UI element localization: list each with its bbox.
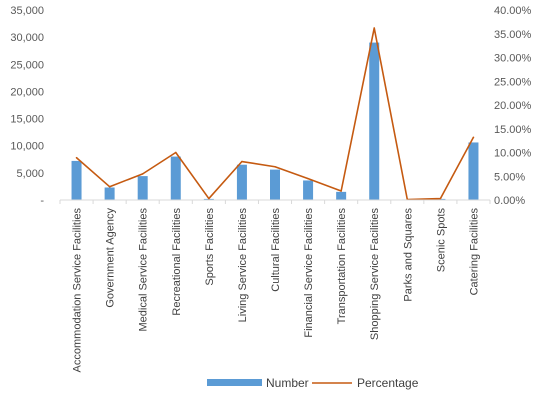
category-label: Scenic Spots [435, 208, 447, 273]
line-point [472, 136, 475, 139]
category-label: Catering Facilities [468, 208, 480, 296]
line-point [373, 27, 376, 29]
right-axis-tick-label: 10.00% [494, 148, 532, 160]
left-y-axis: - 5,000 10,000 15,000 20,000 25,000 30,000 35,0… [10, 5, 44, 207]
line-point [108, 185, 111, 188]
category-label: Government Agency [105, 208, 117, 308]
line-point [439, 197, 442, 200]
left-axis-tick-label: 10,000 [10, 141, 44, 153]
left-axis-tick-label: 20,000 [10, 86, 44, 98]
legend-percentage-label: Percentage [357, 376, 419, 390]
left-axis-tick-label: 30,000 [10, 32, 44, 44]
category-labels: Accommodation Service Facilities Governme… [72, 208, 481, 373]
right-axis-tick-label: 5.00% [494, 171, 525, 183]
right-y-axis: 0.00% 5.00% 10.00% 15.00% 20.00% 25.00% 30.00%… [494, 5, 532, 207]
category-label: Financial Service Facilities [303, 208, 315, 338]
category-label: Living Service Facilities [237, 208, 249, 323]
bar [137, 176, 148, 200]
left-axis-tick-label: 15,000 [10, 114, 44, 126]
right-axis-tick-label: 35.00% [494, 29, 532, 41]
legend: Number Percentage [207, 376, 419, 390]
legend-number-label: Number [266, 376, 309, 390]
x-axis [59, 199, 491, 204]
right-axis-tick-label: 0.00% [494, 195, 525, 207]
line-point [174, 151, 177, 154]
category-label: Shopping Service Facilities [369, 208, 381, 341]
left-axis-tick-label: 35,000 [10, 5, 44, 17]
left-axis-tick-label: - [40, 195, 44, 207]
bar [303, 180, 314, 200]
category-label: Cultural Facilities [270, 208, 282, 292]
line-point [75, 156, 78, 159]
line-point [340, 190, 342, 192]
category-label: Recreational Facilities [171, 208, 183, 316]
number-bars [71, 42, 479, 201]
line-point [241, 160, 243, 163]
bar [468, 142, 479, 200]
category-label: Medical Service Facilities [138, 208, 150, 332]
line-point [208, 197, 210, 200]
legend-number-swatch [207, 379, 262, 386]
category-label: Sports Facilities [204, 208, 216, 286]
category-label: Parks and Squares [402, 208, 414, 302]
line-point [141, 173, 144, 175]
line-point [307, 177, 309, 180]
left-axis-tick-label: 25,000 [10, 59, 44, 71]
bar [336, 191, 347, 200]
bar [270, 169, 280, 200]
bar [104, 187, 115, 200]
right-axis-tick-label: 30.00% [494, 53, 532, 65]
bar [369, 42, 380, 201]
right-axis-tick-label: 40.00% [494, 5, 532, 17]
category-label: Transportation Facilities [336, 208, 348, 325]
bar [203, 198, 214, 200]
right-axis-tick-label: 20.00% [494, 100, 532, 112]
right-axis-tick-label: 25.00% [494, 76, 532, 88]
bar [170, 156, 181, 200]
right-axis-tick-label: 15.00% [494, 124, 532, 136]
category-label: Accommodation Service Facilities [72, 208, 84, 373]
bar [71, 160, 82, 200]
bar [236, 164, 247, 200]
line-point [274, 165, 276, 168]
bar [435, 198, 446, 200]
left-axis-tick-label: 5,000 [16, 168, 44, 180]
